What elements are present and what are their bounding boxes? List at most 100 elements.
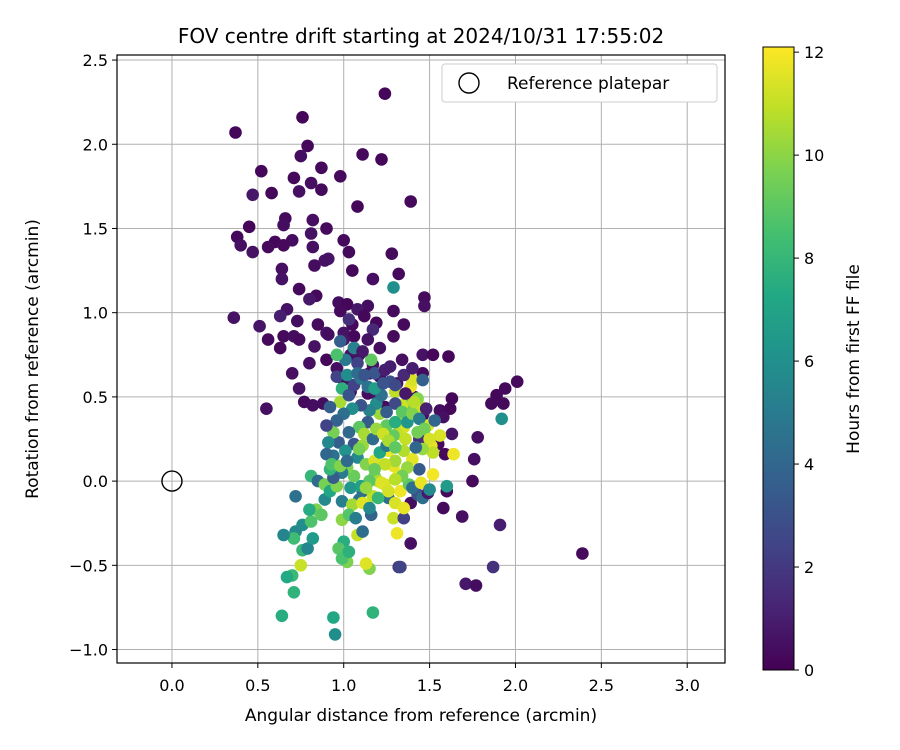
data-point — [443, 402, 457, 416]
data-point — [334, 170, 347, 183]
data-point — [320, 419, 333, 432]
data-point — [366, 272, 380, 286]
data-point — [320, 222, 333, 235]
data-point — [426, 348, 440, 362]
data-point — [380, 405, 393, 419]
data-point — [234, 239, 247, 252]
data-point — [334, 395, 347, 409]
data-point — [303, 356, 316, 370]
data-point — [395, 353, 409, 367]
data-point — [413, 412, 426, 426]
data-point — [392, 267, 406, 281]
data-points — [161, 87, 589, 641]
data-point — [388, 441, 402, 454]
data-point — [280, 570, 294, 584]
data-point — [315, 508, 328, 522]
x-tick-label: 3.0 — [674, 676, 699, 695]
data-point — [359, 557, 373, 570]
x-tick-label: 2.5 — [589, 676, 614, 695]
data-point — [471, 431, 485, 444]
data-point — [301, 542, 314, 555]
data-point — [388, 378, 402, 392]
data-point — [576, 547, 589, 560]
data-point — [404, 195, 418, 208]
data-point — [346, 264, 359, 277]
data-point — [366, 323, 380, 336]
data-point — [387, 511, 400, 525]
data-point — [330, 414, 344, 427]
x-tick-label: 0.5 — [245, 676, 270, 695]
data-point — [395, 405, 409, 419]
data-point — [287, 171, 301, 185]
data-point — [406, 362, 419, 375]
data-point — [339, 444, 352, 458]
y-tick-label: −1.0 — [69, 641, 108, 660]
data-point — [495, 412, 509, 426]
data-point — [376, 377, 390, 390]
data-point — [378, 87, 392, 100]
data-point — [285, 367, 299, 380]
data-point — [351, 356, 364, 370]
data-point — [304, 176, 318, 190]
data-point — [394, 560, 407, 574]
data-point — [273, 309, 287, 323]
x-axis-label: Angular distance from reference (arcmin) — [245, 706, 597, 726]
data-point — [254, 164, 268, 178]
legend-marker-reference — [458, 72, 480, 94]
colorbar: 0 2 4 6 8 10 12 Hours from first FF file — [762, 43, 864, 680]
data-point — [467, 452, 481, 466]
data-point — [388, 473, 402, 486]
data-point — [306, 399, 320, 412]
data-point — [322, 436, 335, 449]
data-point — [287, 586, 301, 599]
data-point — [390, 527, 404, 540]
data-point — [315, 161, 328, 175]
grid-lines — [117, 55, 725, 663]
colorbar-tick-label: 0 — [804, 661, 814, 680]
colorbar-tick-label: 12 — [804, 43, 824, 62]
y-tick-label: 1.5 — [83, 219, 108, 238]
data-point — [416, 373, 430, 387]
data-point — [388, 397, 402, 410]
data-point — [361, 333, 375, 346]
data-point — [229, 126, 242, 139]
data-point — [347, 330, 361, 343]
data-point — [437, 501, 450, 515]
data-point — [301, 139, 314, 153]
data-point — [342, 388, 356, 402]
y-axis-ticks: −1.0 −0.5 0.0 0.5 1.0 1.5 2.0 2.5 — [69, 51, 117, 660]
data-point — [416, 348, 430, 362]
data-point — [261, 333, 275, 346]
data-point — [273, 341, 287, 355]
plot-frame — [116, 54, 726, 664]
colorbar-tick-label: 2 — [804, 558, 814, 577]
data-point — [294, 149, 308, 163]
colorbar-tick-label: 6 — [804, 352, 814, 371]
y-tick-label: 1.0 — [83, 304, 108, 323]
data-point — [347, 469, 361, 483]
data-point — [246, 245, 259, 259]
data-point — [493, 518, 507, 532]
data-point — [442, 350, 455, 363]
data-point — [356, 525, 369, 538]
data-point — [366, 606, 380, 619]
data-point — [277, 330, 290, 343]
legend: Reference platepar — [441, 63, 718, 103]
data-point — [486, 560, 500, 574]
x-tick-label: 2.0 — [503, 676, 528, 695]
colorbar-label: Hours from first FF file — [844, 264, 864, 454]
data-point — [308, 259, 321, 272]
data-point — [397, 501, 411, 515]
data-point — [388, 415, 402, 429]
data-point — [327, 611, 340, 624]
reference-platepar-marker — [161, 470, 183, 492]
data-point — [485, 397, 498, 410]
data-point — [363, 501, 376, 515]
data-point — [253, 319, 266, 333]
data-point — [275, 272, 289, 286]
data-point — [260, 402, 273, 416]
data-point — [409, 441, 423, 454]
data-point — [418, 299, 431, 313]
data-point — [397, 318, 411, 331]
data-point — [344, 481, 357, 495]
